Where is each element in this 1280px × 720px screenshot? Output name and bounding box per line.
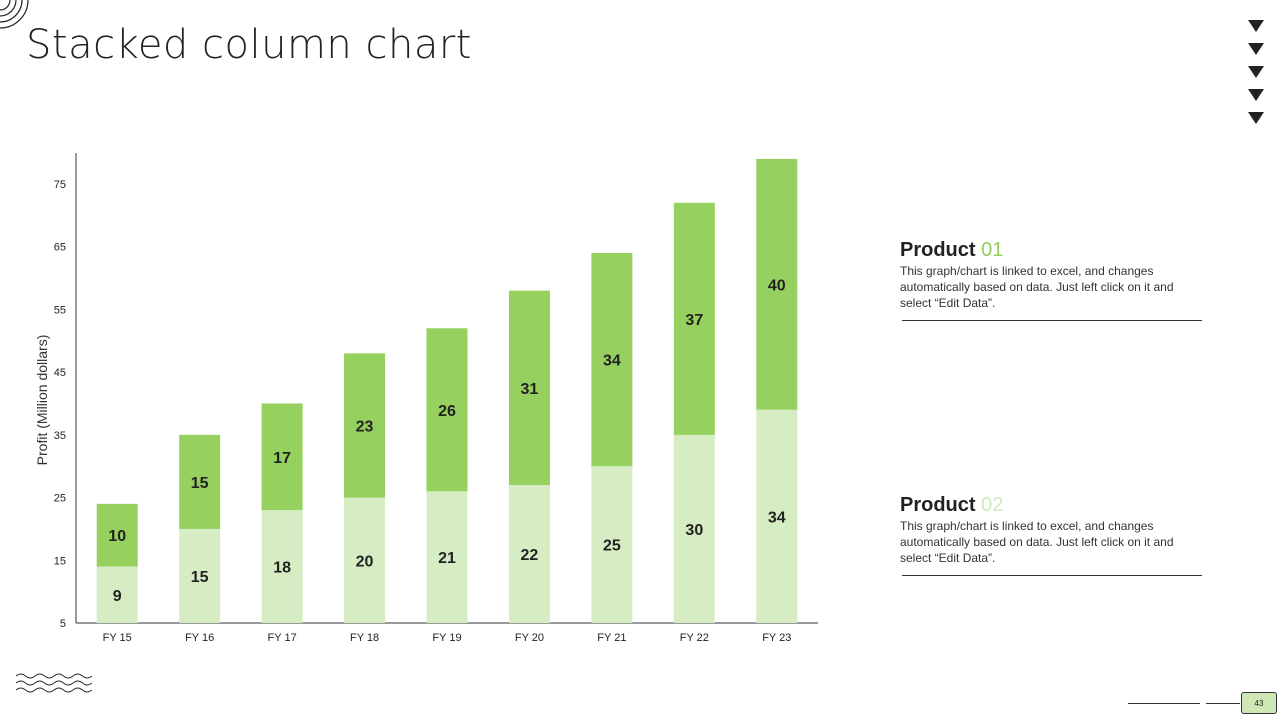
y-tick-label: 45 (54, 367, 66, 379)
x-tick-label: FY 21 (597, 632, 626, 644)
bar-segment (426, 491, 468, 623)
bar-value-label: 34 (768, 509, 786, 526)
x-tick-label: FY 23 (762, 632, 791, 644)
x-tick-label: FY 16 (185, 632, 214, 644)
bar-value-label: 22 (521, 547, 539, 564)
bar-segment (261, 510, 303, 623)
bar-value-label: 34 (603, 353, 621, 370)
x-tick-label: FY 18 (350, 632, 379, 644)
bar-value-label: 23 (356, 418, 374, 435)
bar-value-label: 21 (438, 550, 456, 567)
x-tick-label: FY 20 (515, 632, 544, 644)
bar-segment (508, 290, 550, 486)
y-tick-label: 5 (60, 618, 66, 630)
nav-arrow-icon[interactable] (1248, 20, 1264, 32)
bar-segment (591, 466, 633, 623)
bar-segment (756, 409, 798, 623)
bar-value-label: 18 (273, 560, 291, 577)
bar-value-label: 15 (191, 475, 209, 492)
bar-segment (426, 328, 468, 492)
bar-segment (179, 528, 221, 623)
bar-segment (261, 403, 303, 511)
bar-value-label: 15 (191, 569, 209, 586)
nav-arrow-icon[interactable] (1248, 66, 1264, 78)
bar-segment (673, 202, 715, 435)
nav-arrow-icon[interactable] (1248, 89, 1264, 101)
bar-value-label: 10 (108, 528, 126, 545)
footer-line (1128, 703, 1200, 704)
bar-segment (344, 353, 386, 498)
page-number: 43 (1241, 692, 1277, 714)
bar-value-label: 9 (113, 588, 122, 605)
bar-segment (591, 252, 633, 467)
y-tick-label: 35 (54, 430, 66, 442)
legend-divider (902, 575, 1202, 576)
bar-value-label: 31 (521, 381, 539, 398)
bar-segment (756, 158, 798, 410)
legend-divider (902, 320, 1202, 321)
bar-value-label: 40 (768, 277, 786, 294)
slide-title: Stacked column chart (26, 22, 472, 68)
legend-product-02: Product 02 This graph/chart is linked to… (900, 494, 1202, 576)
nav-arrows (1244, 20, 1268, 135)
y-tick-label: 75 (54, 179, 66, 191)
y-tick-label: 65 (54, 242, 66, 254)
legend-description: This graph/chart is linked to excel, and… (900, 264, 1174, 310)
corner-arcs-icon (0, 0, 29, 29)
bar-segment (508, 485, 550, 623)
nav-arrow-icon[interactable] (1248, 112, 1264, 124)
bar-value-label: 25 (603, 538, 621, 555)
bar-segment (179, 434, 221, 529)
legend-title: Product 01 (900, 239, 1202, 261)
y-tick-label: 15 (54, 555, 66, 567)
bar-segment (96, 503, 138, 567)
nav-arrow-icon[interactable] (1248, 43, 1264, 55)
bar-value-label: 20 (356, 553, 374, 570)
footer-line (1206, 703, 1240, 704)
bar-value-label: 26 (438, 403, 456, 420)
x-tick-label: FY 22 (680, 632, 709, 644)
legend-title: Product 02 (900, 494, 1202, 516)
y-tick-label: 25 (54, 493, 66, 505)
bar-segment (673, 434, 715, 623)
legend-number: 01 (981, 239, 1004, 261)
stacked-column-chart: 5 15 25 35 45 55 65 75 Profit (Million dollars) 9… (34, 153, 818, 644)
bar-value-label: 17 (273, 450, 291, 467)
bar-value-label: 30 (685, 522, 703, 539)
legend-name: Product (900, 239, 976, 261)
y-axis-title: Profit (Million dollars) (34, 335, 50, 466)
legend-product-01: Product 01 This graph/chart is linked to… (900, 239, 1202, 321)
x-tick-label: FY 17 (268, 632, 297, 644)
bar-segment (344, 497, 386, 623)
x-tick-label: FY 19 (432, 632, 461, 644)
legend-name: Product (900, 494, 976, 516)
legend-description: This graph/chart is linked to excel, and… (900, 519, 1174, 565)
wave-lines-icon (16, 673, 92, 693)
y-tick-label: 55 (54, 304, 66, 316)
bar-segment (96, 566, 138, 623)
x-tick-label: FY 15 (103, 632, 132, 644)
bar-value-label: 37 (685, 312, 703, 329)
legend-number: 02 (981, 494, 1004, 516)
